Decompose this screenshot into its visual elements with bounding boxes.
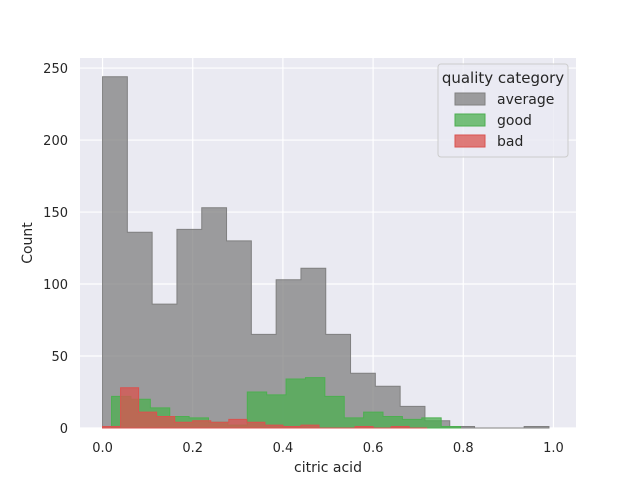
series-average xyxy=(102,76,550,429)
y-tick-label: 0 xyxy=(60,422,68,437)
legend-swatch-bad xyxy=(454,134,486,148)
y-tick-label: 100 xyxy=(43,278,68,293)
y-axis-ticks: 0 50 100 150 200 250 xyxy=(43,62,68,437)
x-tick-label: 0.2 xyxy=(182,441,203,456)
series-bad xyxy=(102,387,428,429)
legend-label-average: average xyxy=(497,92,554,108)
x-tick-label: 0.6 xyxy=(363,441,384,456)
x-tick-label: 1.0 xyxy=(543,441,564,456)
legend-label-good: good xyxy=(497,113,532,129)
y-tick-label: 200 xyxy=(43,134,68,149)
series-good xyxy=(111,377,462,429)
histogram-area-bad xyxy=(102,387,428,429)
legend-title: quality category xyxy=(442,69,564,87)
y-tick-label: 150 xyxy=(43,206,68,221)
histogram-series xyxy=(102,76,550,429)
y-axis-label: Count xyxy=(20,222,36,264)
y-tick-label: 250 xyxy=(43,62,68,77)
legend-swatch-average xyxy=(454,92,486,106)
legend-label-bad: bad xyxy=(497,134,523,150)
x-tick-label: 0.4 xyxy=(273,441,294,456)
legend-box xyxy=(437,63,569,158)
x-tick-label: 0.0 xyxy=(92,441,113,456)
x-tick-label: 0.8 xyxy=(453,441,474,456)
x-axis-label: citric acid xyxy=(294,460,362,476)
legend: quality category average good bad xyxy=(437,63,569,158)
legend-swatch-good xyxy=(454,113,486,127)
histogram-area-good xyxy=(111,377,462,429)
y-tick-label: 50 xyxy=(51,350,68,365)
x-axis-ticks: 0.0 0.2 0.4 0.6 0.8 1.0 xyxy=(92,441,564,456)
histogram-area-average xyxy=(102,76,550,429)
